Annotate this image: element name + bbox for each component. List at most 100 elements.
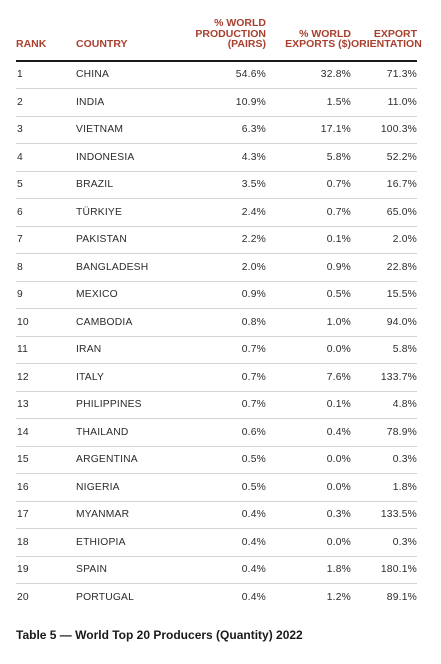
table-row: 5 BRAZIL 3.5% 0.7% 16.7% (16, 171, 417, 199)
production-cell: 54.6% (186, 60, 266, 89)
header-production-line1: % WORLD (214, 17, 266, 29)
orientation-cell: 52.2% (351, 143, 417, 172)
exports-cell: 7.6% (266, 363, 351, 392)
table-row: 4 INDONESIA 4.3% 5.8% 52.2% (16, 143, 417, 172)
exports-cell: 5.8% (266, 143, 351, 172)
table-row: 3 VIETNAM 6.3% 17.1% 100.3% (16, 116, 417, 144)
header-country-label: COUNTRY (76, 38, 128, 50)
orientation-cell: 2.0% (351, 226, 417, 254)
table-header: RANK COUNTRY % WORLD PRODUCTION (PAIRS) … (16, 17, 422, 62)
table-row: 18 ETHIOPIA 0.4% 0.0% 0.3% (16, 528, 417, 557)
exports-cell: 0.0% (266, 528, 351, 557)
production-cell: 2.4% (186, 198, 266, 227)
header-production-line2: PRODUCTION (195, 27, 266, 40)
rank-cell: 11 (16, 336, 76, 364)
rank-cell: 16 (16, 473, 76, 502)
exports-cell: 0.1% (266, 226, 351, 254)
production-cell: 0.5% (186, 473, 266, 502)
country-cell: MEXICO (76, 281, 186, 309)
exports-cell: 0.7% (266, 198, 351, 227)
country-cell: PHILIPPINES (76, 391, 186, 419)
country-cell: BANGLADESH (76, 253, 186, 282)
production-cell: 3.5% (186, 171, 266, 199)
rank-cell: 1 (16, 60, 76, 89)
header-rank: RANK (16, 18, 76, 62)
orientation-cell: 89.1% (386, 591, 417, 603)
production-cell: 0.4% (186, 556, 266, 584)
exports-cell: 1.5% (266, 88, 351, 117)
header-row: RANK COUNTRY % WORLD PRODUCTION (PAIRS) … (16, 17, 422, 62)
table-row: 13 PHILIPPINES 0.7% 0.1% 4.8% (16, 391, 417, 419)
exports-cell: 1.2% (326, 591, 351, 603)
header-orientation-line2: ORIENTATION (351, 38, 422, 50)
table-row: 16 NIGERIA 0.5% 0.0% 1.8% (16, 473, 417, 502)
country-cell: ITALY (76, 363, 186, 392)
exports-cell: 0.4% (266, 418, 351, 447)
table-row: 9 MEXICO 0.9% 0.5% 15.5% (16, 281, 417, 309)
country-cell: ARGENTINA (76, 446, 186, 474)
orientation-cell: 11.0% (351, 88, 417, 117)
orientation-cell: 71.3% (351, 60, 417, 89)
rank-cell: 5 (16, 171, 76, 199)
table-row: 15 ARGENTINA 0.5% 0.0% 0.3% (16, 446, 417, 474)
rank-cell: 20 (17, 591, 29, 603)
header-orientation-line1: EXPORT (373, 27, 417, 40)
rank-cell: 10 (16, 308, 76, 337)
orientation-cell: 5.8% (351, 336, 417, 364)
production-cell: 0.4% (186, 501, 266, 529)
country-cell: ETHIOPIA (76, 528, 186, 557)
exports-cell: 0.0% (266, 446, 351, 474)
exports-cell: 0.0% (266, 473, 351, 502)
table-row: 20 PORTUGAL 0.4% 1.2% 89.1% (16, 584, 417, 611)
country-cell: IRAN (76, 336, 186, 364)
producers-table-container: RANK COUNTRY % WORLD PRODUCTION (PAIRS) … (16, 17, 422, 611)
table-row: 14 THAILAND 0.6% 0.4% 78.9% (16, 418, 417, 447)
rank-cell: 18 (16, 528, 76, 557)
exports-cell: 32.8% (266, 60, 351, 89)
rank-cell: 2 (16, 88, 76, 117)
exports-cell: 1.0% (266, 308, 351, 337)
header-exports-line1: % WORLD (299, 27, 351, 40)
header-exports: % WORLD EXPORTS ($) (266, 18, 351, 62)
production-cell: 2.2% (186, 226, 266, 254)
production-cell: 4.3% (186, 143, 266, 172)
production-cell: 0.7% (186, 391, 266, 419)
country-cell: SPAIN (76, 556, 186, 584)
header-production: % WORLD PRODUCTION (PAIRS) (186, 17, 266, 62)
rank-cell: 6 (16, 198, 76, 227)
country-cell: BRAZIL (76, 171, 186, 199)
country-cell: PAKISTAN (76, 226, 186, 254)
table-row: 6 TÜRKIYE 2.4% 0.7% 65.0% (16, 198, 417, 227)
orientation-cell: 65.0% (351, 198, 417, 227)
table-row: 8 BANGLADESH 2.0% 0.9% 22.8% (16, 253, 417, 282)
production-cell: 0.8% (186, 308, 266, 337)
exports-cell: 0.0% (266, 336, 351, 364)
orientation-cell: 22.8% (351, 253, 417, 282)
orientation-cell: 1.8% (351, 473, 417, 502)
exports-cell: 0.3% (266, 501, 351, 529)
header-production-line3: (PAIRS) (227, 38, 266, 50)
table-row: 7 PAKISTAN 2.2% 0.1% 2.0% (16, 226, 417, 254)
exports-cell: 17.1% (266, 116, 351, 144)
rank-cell: 12 (16, 363, 76, 392)
rank-cell: 7 (16, 226, 76, 254)
rank-cell: 19 (16, 556, 76, 584)
production-cell: 0.7% (186, 336, 266, 364)
rank-cell: 17 (16, 501, 76, 529)
orientation-cell: 180.1% (351, 556, 417, 584)
production-cell: 0.7% (186, 363, 266, 392)
rank-cell: 14 (16, 418, 76, 447)
rank-cell: 3 (16, 116, 76, 144)
orientation-cell: 94.0% (351, 308, 417, 337)
orientation-cell: 133.7% (351, 363, 417, 392)
production-cell: 10.9% (186, 88, 266, 117)
production-cell: 0.6% (186, 418, 266, 447)
country-cell: THAILAND (76, 418, 186, 447)
orientation-cell: 0.3% (351, 446, 417, 474)
production-cell: 0.5% (186, 446, 266, 474)
exports-cell: 1.8% (266, 556, 351, 584)
header-rank-label: RANK (16, 38, 47, 50)
header-exports-line2: EXPORTS ($) (285, 38, 351, 50)
rank-cell: 13 (16, 391, 76, 419)
orientation-cell: 15.5% (351, 281, 417, 309)
